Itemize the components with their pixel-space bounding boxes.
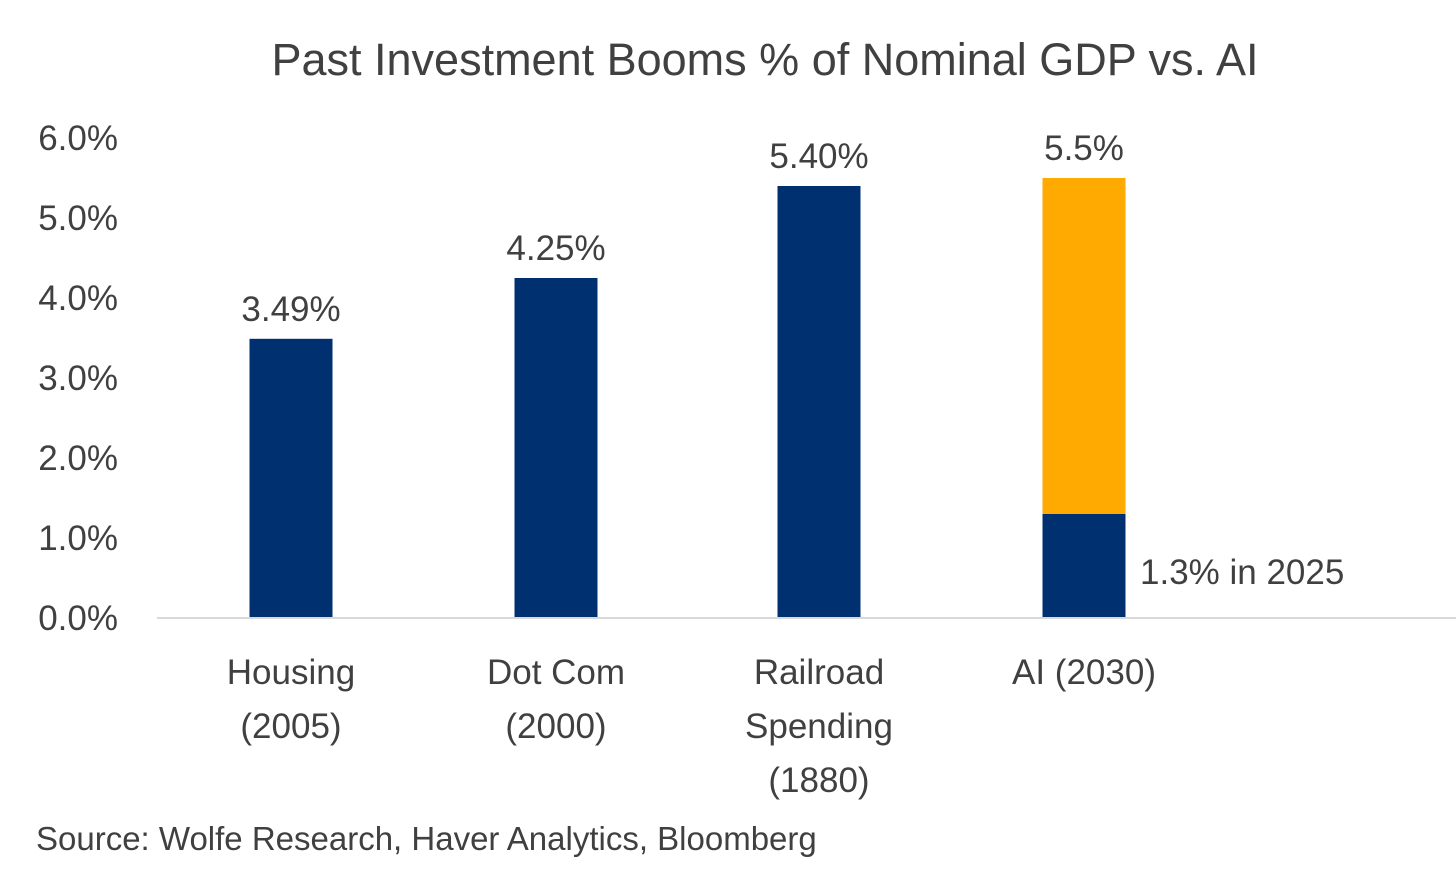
annotation-label: 1.3% in 2025 bbox=[1140, 553, 1344, 592]
x-tick-label: Spending bbox=[745, 707, 893, 746]
bar-level bbox=[514, 278, 598, 618]
bar-increment bbox=[1042, 178, 1126, 514]
x-tick-label: Housing bbox=[227, 653, 355, 692]
bar-level bbox=[249, 338, 333, 618]
data-label: 5.40% bbox=[769, 137, 868, 176]
y-tick-label: 0.0% bbox=[38, 599, 118, 638]
data-label: 4.25% bbox=[506, 229, 605, 268]
x-tick-label: (2005) bbox=[240, 707, 341, 746]
bar-level bbox=[1042, 514, 1126, 618]
data-labels: 3.49% 4.25% 5.40% 5.5% 1.3% in 2025 bbox=[241, 129, 1344, 592]
x-tick-label: (1880) bbox=[768, 761, 869, 800]
x-tick-label: AI (2030) bbox=[1012, 653, 1156, 692]
data-label: 5.5% bbox=[1044, 129, 1124, 168]
source-note: Source: Wolfe Research, Haver Analytics,… bbox=[36, 820, 817, 857]
y-tick-label: 2.0% bbox=[38, 439, 118, 478]
y-tick-label: 5.0% bbox=[38, 199, 118, 238]
x-tick-label: Dot Com bbox=[487, 653, 625, 692]
x-axis: Housing (2005) Dot Com (2000) Railroad Spendi… bbox=[227, 653, 1156, 800]
x-tick-label: (2000) bbox=[505, 707, 606, 746]
y-axis: 0.0% 1.0% 2.0% 3.0% 4.0% 5.0% 6.0% bbox=[38, 119, 118, 638]
y-tick-label: 6.0% bbox=[38, 119, 118, 158]
y-tick-label: 4.0% bbox=[38, 279, 118, 318]
x-tick-label: Railroad bbox=[754, 653, 884, 692]
data-label: 3.49% bbox=[241, 290, 340, 329]
bars bbox=[249, 178, 1126, 618]
chart-title: Past Investment Booms % of Nominal GDP v… bbox=[271, 34, 1258, 85]
bar-level bbox=[777, 186, 861, 618]
y-tick-label: 3.0% bbox=[38, 359, 118, 398]
y-tick-label: 1.0% bbox=[38, 519, 118, 558]
